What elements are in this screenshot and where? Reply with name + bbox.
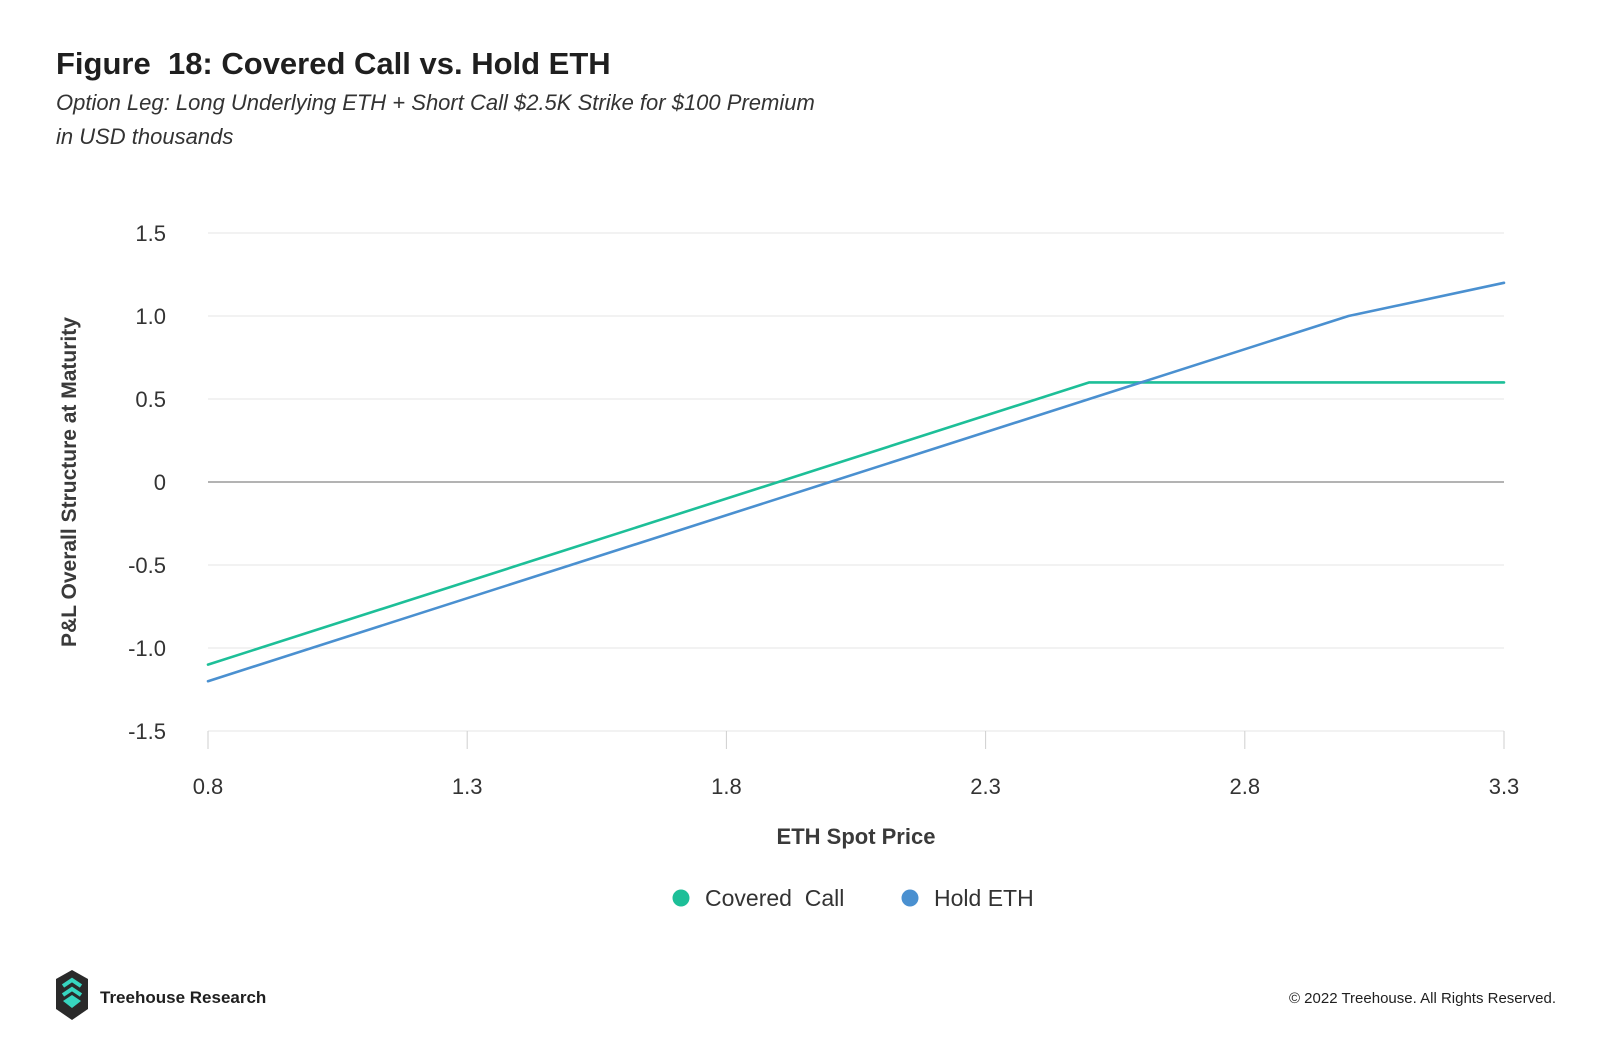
y-axis-title: P&L Overall Structure at Maturity [58,317,81,647]
y-tick-label: -1.5 [128,719,166,744]
x-tick-label: 2.3 [970,774,1001,799]
x-tick-label: 3.3 [1489,774,1520,799]
treehouse-logo-icon [56,970,88,1020]
y-tick-label: -1.0 [128,636,166,661]
x-axis-title: ETH Spot Price [777,824,936,849]
hold-eth-line [206,281,1506,683]
covered-call-line [206,381,1506,666]
x-axis-tick-labels: 0.8 1.3 1.8 2.3 2.8 3.3 [193,774,1520,799]
legend-marker [672,889,690,907]
x-tick-label: 2.8 [1230,774,1261,799]
y-tick-label: 1.0 [135,304,166,329]
chart-canvas: 1.5 1.0 0.5 0 -0.5 -1.0 -1.5 0.8 1.3 1.8 2.3 2.8 3.… [58,221,1520,911]
y-tick-label: 1.5 [135,221,166,246]
x-tick-label: 0.8 [193,774,224,799]
chart-title: Figure 18: Covered Call vs. Hold ETH [56,46,611,81]
gridlines [208,232,1504,732]
series-lines [206,281,1506,683]
chart-units-note: in USD thousands [56,124,234,149]
y-tick-label: -0.5 [128,553,166,578]
chart-subtitle: Option Leg: Long Underlying ETH + Short … [56,90,815,115]
x-tick-label: 1.3 [452,774,483,799]
brand-name: Treehouse Research [100,988,267,1007]
y-tick-label: 0 [154,470,166,495]
legend-marker [901,889,919,907]
legend: Covered Call Hold ETH [672,885,1034,911]
y-axis-tick-labels: 1.5 1.0 0.5 0 -0.5 -1.0 -1.5 [128,221,166,744]
x-axis-ticks [207,731,1505,749]
copyright-notice: © 2022 Treehouse. All Rights Reserved. [1288,990,1556,1007]
x-tick-label: 1.8 [711,774,742,799]
legend-label: Covered Call [705,885,844,911]
legend-label: Hold ETH [934,885,1034,911]
y-tick-label: 0.5 [135,387,166,412]
